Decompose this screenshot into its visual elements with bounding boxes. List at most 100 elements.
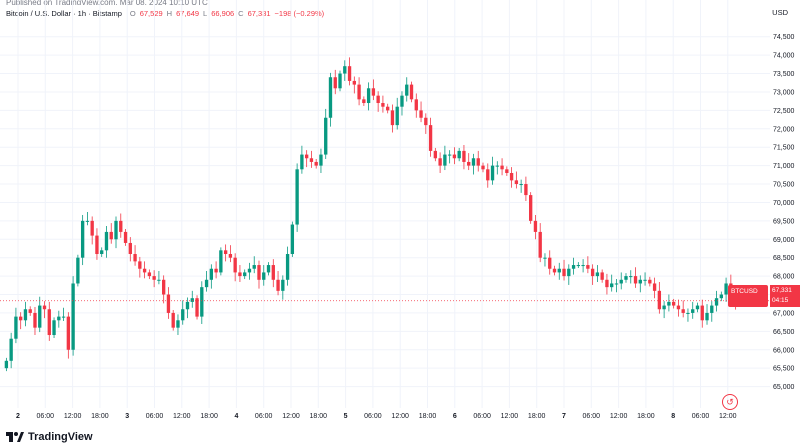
candle-down bbox=[524, 184, 528, 196]
candle-down bbox=[681, 309, 685, 313]
candle-down bbox=[386, 106, 390, 111]
time-tick-label: 06:00 bbox=[37, 413, 55, 420]
candle-up bbox=[595, 272, 600, 277]
time-tick-label: 7 bbox=[562, 413, 566, 420]
candle-up bbox=[328, 77, 333, 118]
candle-up bbox=[247, 268, 252, 273]
candle-up bbox=[471, 158, 476, 166]
candle-up bbox=[285, 254, 290, 280]
time-tick-label: 12:00 bbox=[64, 413, 82, 420]
candle-up bbox=[290, 224, 295, 255]
candle-down bbox=[233, 257, 237, 273]
candle-down bbox=[652, 283, 657, 291]
candle-down bbox=[371, 88, 376, 96]
candle-down bbox=[128, 242, 132, 255]
time-tick-label: 06:00 bbox=[473, 413, 491, 420]
candle-down bbox=[433, 150, 438, 159]
price-tick-label: 69,000 bbox=[773, 237, 795, 244]
chart-grid bbox=[0, 0, 770, 408]
time-tick-label: 06:00 bbox=[146, 413, 164, 420]
time-tick-label: 18:00 bbox=[637, 413, 655, 420]
time-tick-label: 2 bbox=[16, 413, 20, 420]
symbol-title[interactable]: Bitcoin / U.S. Dollar · 1h · Bitstamp bbox=[6, 9, 122, 18]
price-tick-label: 65,500 bbox=[773, 366, 795, 373]
last-price-tag: 67,331 04:15 bbox=[770, 285, 800, 307]
candle-down bbox=[648, 279, 652, 284]
candle-down bbox=[228, 254, 233, 258]
candle-down bbox=[500, 165, 504, 170]
candle-up bbox=[543, 257, 547, 259]
candle-up bbox=[343, 66, 347, 74]
candle-down bbox=[271, 265, 275, 280]
candle-down bbox=[309, 158, 314, 162]
candle-up bbox=[61, 316, 66, 318]
candle-down bbox=[605, 279, 609, 288]
candle-up bbox=[576, 265, 580, 267]
candle-up bbox=[80, 220, 85, 258]
price-axis[interactable]: 65,00065,50066,00066,50067,00067,50068,0… bbox=[773, 34, 795, 391]
candle-up bbox=[185, 301, 190, 310]
candle-up bbox=[9, 338, 13, 361]
candle-up bbox=[581, 265, 585, 267]
time-axis[interactable]: 2 06:00 12:00 18:00 3 06:00 12:00 18:00 4 06:00 12… bbox=[16, 413, 737, 420]
brand-name: TradingView bbox=[28, 431, 93, 443]
time-tick-label: 12:00 bbox=[282, 413, 300, 420]
candle-down bbox=[600, 272, 604, 280]
candle-up bbox=[571, 265, 576, 269]
candle-up bbox=[567, 268, 571, 277]
candle-up bbox=[691, 309, 695, 313]
candle-down bbox=[333, 77, 337, 89]
candle-up bbox=[100, 250, 104, 255]
price-tick-label: 68,000 bbox=[773, 274, 795, 281]
candle-down bbox=[467, 161, 471, 166]
tradingview-logo: TradingView bbox=[6, 431, 93, 443]
candle-up bbox=[243, 272, 247, 277]
candle-down bbox=[438, 158, 442, 166]
candle-up bbox=[38, 305, 42, 328]
candle-down bbox=[424, 117, 428, 126]
candle-down bbox=[538, 231, 542, 258]
candle-down bbox=[419, 110, 423, 118]
candle-up bbox=[219, 250, 223, 273]
candle-down bbox=[166, 294, 171, 313]
candle-up bbox=[710, 305, 714, 313]
candle-up bbox=[181, 309, 185, 321]
currency-label[interactable]: USD bbox=[772, 8, 788, 17]
candle-up bbox=[447, 154, 452, 156]
candle-up bbox=[4, 360, 9, 369]
candle-up bbox=[14, 316, 18, 339]
candle-up bbox=[23, 309, 28, 321]
candle-up bbox=[457, 150, 461, 159]
candle-down bbox=[586, 265, 590, 269]
candle-down bbox=[509, 172, 514, 181]
candle-up bbox=[104, 231, 109, 251]
candles bbox=[4, 57, 738, 372]
candle-up bbox=[300, 154, 304, 170]
candle-up bbox=[262, 272, 266, 280]
candle-up bbox=[495, 165, 499, 167]
candle-up bbox=[76, 257, 80, 284]
close-value: 67,331 bbox=[247, 9, 271, 18]
reset-chart-icon[interactable]: ↺ bbox=[722, 394, 738, 410]
candle-up bbox=[176, 320, 180, 328]
candle-down bbox=[481, 165, 485, 170]
time-tick-label: 06:00 bbox=[255, 413, 273, 420]
candle-down bbox=[505, 169, 509, 173]
candle-down bbox=[562, 268, 566, 277]
high-value: 67,649 bbox=[176, 9, 200, 18]
candle-down bbox=[238, 272, 242, 277]
candle-up bbox=[204, 279, 209, 288]
high-label: H bbox=[166, 9, 173, 18]
candle-up bbox=[57, 316, 61, 321]
candle-down bbox=[671, 301, 676, 306]
candle-up bbox=[366, 88, 371, 104]
candle-down bbox=[33, 312, 37, 328]
candle-down bbox=[47, 309, 51, 336]
price-tick-label: 70,000 bbox=[773, 200, 795, 207]
candle-down bbox=[428, 125, 433, 151]
time-tick-label: 3 bbox=[125, 413, 129, 420]
candle-down bbox=[28, 309, 32, 313]
price-tick-label: 66,500 bbox=[773, 329, 795, 336]
candle-down bbox=[590, 268, 595, 277]
